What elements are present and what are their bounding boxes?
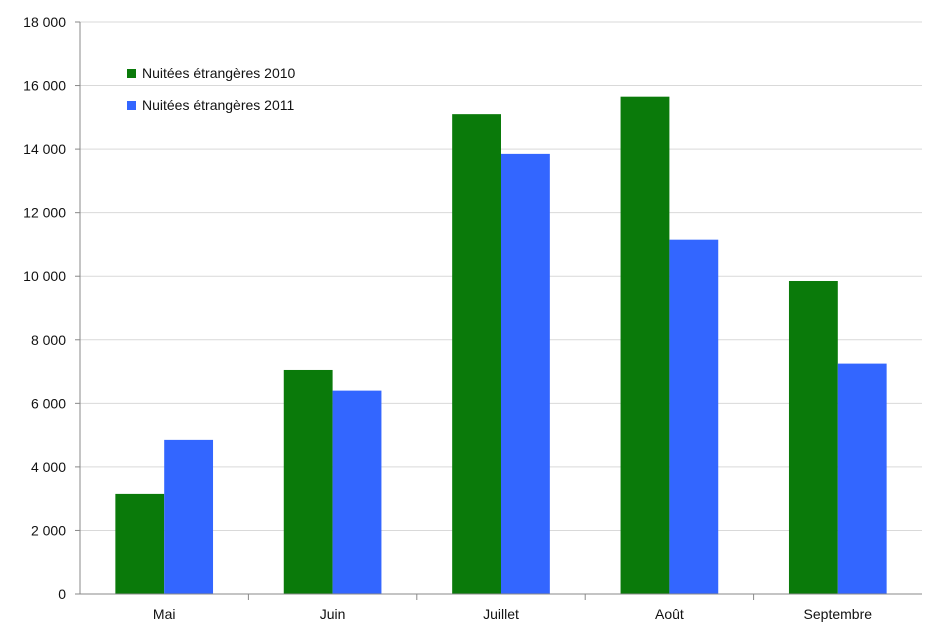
x-tick-label: Septembre	[804, 606, 873, 622]
y-tick-label: 18 000	[23, 14, 66, 30]
bar-2010-1	[283, 369, 333, 594]
legend-label-2010: Nuitées étrangères 2010	[142, 65, 296, 81]
y-tick-label: 16 000	[23, 78, 66, 94]
y-tick-label: 0	[58, 586, 66, 602]
bars	[115, 96, 887, 595]
bar-2011-2	[501, 153, 550, 594]
axes	[79, 22, 922, 595]
bar-2011-0	[164, 439, 214, 594]
x-tick-labels: Mai Juin Juillet Août Septembre	[153, 594, 872, 622]
y-tick-label: 8 000	[31, 332, 66, 348]
legend-swatch-2011	[127, 101, 136, 110]
y-tick-label: 10 000	[23, 268, 66, 284]
bar-2010-3	[620, 96, 670, 594]
y-tick-labels: 0 2 000 4 000 6 000 8 000 10 000 12 000 14 000 1…	[23, 14, 66, 602]
bar-2010-4	[788, 280, 838, 594]
x-tick-label: Juillet	[483, 606, 519, 622]
bar-2010-0	[115, 493, 165, 594]
legend: Nuitées étrangères 2010 Nuitées étrangèr…	[127, 65, 296, 113]
legend-label-2011: Nuitées étrangères 2011	[142, 97, 294, 113]
y-tick-label: 2 000	[31, 522, 66, 538]
bar-2010-2	[452, 114, 501, 595]
bar-2011-1	[332, 390, 382, 594]
bar-2011-3	[669, 239, 719, 594]
x-tick-label: Mai	[153, 606, 176, 622]
bar-2011-4	[837, 363, 887, 594]
y-tick-label: 4 000	[31, 459, 66, 475]
x-tick-label: Août	[655, 606, 684, 622]
y-tick-label: 6 000	[31, 395, 66, 411]
y-tick-label: 12 000	[23, 205, 66, 221]
x-tick-label: Juin	[320, 606, 346, 622]
y-tick-label: 14 000	[23, 141, 66, 157]
legend-swatch-2010	[127, 69, 136, 78]
